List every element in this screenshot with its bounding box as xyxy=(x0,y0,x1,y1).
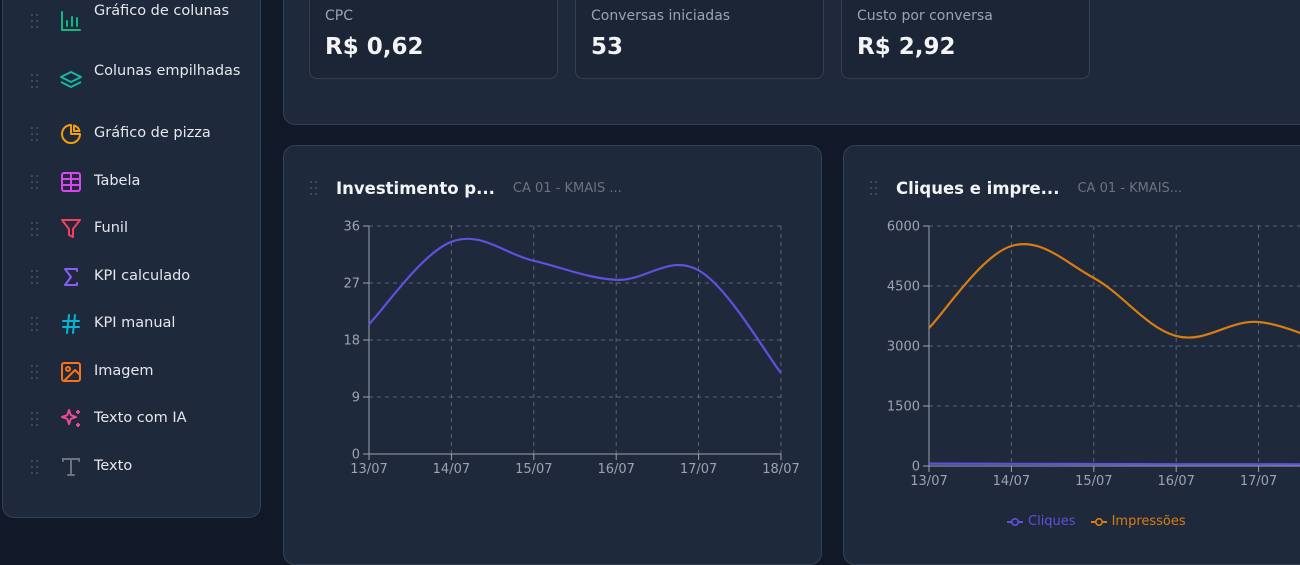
legend-label: Impressões xyxy=(1111,514,1186,529)
sidebar-item-layers[interactable]: Colunas empilhadas xyxy=(3,59,260,103)
cliques-impressoes-line-chart: 0 1500 3000 4500 6000 13/07 14/07 15/07 16/07 17/… xyxy=(887,220,1300,489)
kpi-card-cpc[interactable]: CPC R$ 0,62 xyxy=(309,0,558,79)
kpi-label: Conversas iniciadas xyxy=(591,8,731,24)
drag-handle-icon[interactable] xyxy=(31,74,41,88)
drag-handle-icon[interactable] xyxy=(31,14,41,28)
y-tick-label: 18 xyxy=(343,334,360,349)
kpi-panel: CPC R$ 0,62 Conversas iniciadas 53 Custo… xyxy=(283,0,1300,125)
chart-title: Cliques e impre... xyxy=(896,178,1060,198)
legend-item-impressões[interactable]: Impressões xyxy=(1090,514,1186,529)
x-tick-label: 13/07 xyxy=(910,474,947,489)
x-tick-label: 13/07 xyxy=(350,462,387,477)
table-icon xyxy=(58,169,84,195)
x-tick-label: 18/07 xyxy=(762,462,799,477)
sidebar-item-label: Imagem xyxy=(94,363,154,379)
sidebar-item-label: Funil xyxy=(94,220,128,236)
drag-handle-icon[interactable] xyxy=(31,412,41,426)
sidebar-item-hash[interactable]: KPI manual xyxy=(3,302,260,346)
x-tick-label: 16/07 xyxy=(1157,474,1194,489)
sidebar-item-label: KPI manual xyxy=(94,315,176,331)
y-tick-label: 36 xyxy=(343,220,360,235)
sigma-icon xyxy=(58,264,84,290)
drag-handle-icon[interactable] xyxy=(31,270,41,284)
hash-icon xyxy=(58,311,84,337)
y-tick-label: 6000 xyxy=(887,220,920,235)
legend-marker-icon xyxy=(1090,517,1107,526)
drag-handle-icon[interactable] xyxy=(31,460,41,474)
widget-palette-sidebar: Gráfico de colunas Colunas empilhadas Gr… xyxy=(2,0,261,518)
kpi-card-conversas[interactable]: Conversas iniciadas 53 xyxy=(575,0,824,79)
x-tick-label: 14/07 xyxy=(433,462,470,477)
series-line-0[interactable] xyxy=(368,237,782,374)
layers-icon xyxy=(58,68,84,94)
image-icon xyxy=(58,359,84,385)
x-tick-label: 17/07 xyxy=(680,462,717,477)
drag-handle-icon[interactable] xyxy=(310,181,320,195)
sidebar-item-sigma[interactable]: KPI calculado xyxy=(3,255,260,299)
sparkles-icon xyxy=(58,406,84,432)
sidebar-item-image[interactable]: Imagem xyxy=(3,350,260,394)
y-tick-label: 0 xyxy=(912,460,920,475)
sidebar-item-label: Tabela xyxy=(94,173,141,189)
sidebar-item-label: Texto com IA xyxy=(94,410,187,426)
drag-handle-icon[interactable] xyxy=(31,127,41,141)
series-line-impressões[interactable] xyxy=(928,243,1300,350)
pie-chart-icon xyxy=(58,121,84,147)
sidebar-item-label: Texto xyxy=(94,458,133,474)
sidebar-item-label: Colunas empilhadas xyxy=(94,63,241,79)
legend-item-cliques[interactable]: Cliques xyxy=(1006,514,1076,529)
sidebar-item-sparkles[interactable]: Texto com IA xyxy=(3,397,260,441)
kpi-value: R$ 2,92 xyxy=(857,34,956,60)
chart-subtitle: CA 01 - KMAIS... xyxy=(1077,180,1183,196)
drag-handle-icon[interactable] xyxy=(870,181,880,195)
chart-card-cliques-impressoes[interactable]: Cliques e impre... CA 01 - KMAIS... 0 150… xyxy=(843,145,1300,565)
sidebar-item-text[interactable]: Texto xyxy=(3,445,260,489)
chart-card-investimento[interactable]: Investimento p... CA 01 - KMAIS ... 0 9 18… xyxy=(283,145,822,565)
x-tick-label: 15/07 xyxy=(515,462,552,477)
y-tick-label: 3000 xyxy=(887,340,920,355)
drag-handle-icon[interactable] xyxy=(31,175,41,189)
series-line-cliques[interactable] xyxy=(928,462,1300,466)
sidebar-item-pie-chart[interactable]: Gráfico de pizza xyxy=(3,112,260,156)
kpi-value: R$ 0,62 xyxy=(325,34,424,60)
kpi-label: Custo por conversa xyxy=(857,8,993,24)
drag-handle-icon[interactable] xyxy=(31,317,41,331)
y-tick-label: 1500 xyxy=(887,400,920,415)
x-tick-label: 17/07 xyxy=(1240,474,1277,489)
kpi-label: CPC xyxy=(325,8,353,24)
drag-handle-icon[interactable] xyxy=(31,365,41,379)
legend-label: Cliques xyxy=(1028,514,1076,529)
bar-chart-icon xyxy=(58,8,84,34)
sidebar-item-label: Gráfico de pizza xyxy=(94,125,211,141)
chart-title: Investimento p... xyxy=(336,178,495,198)
legend-marker-icon xyxy=(1007,517,1023,526)
sidebar-item-label: Gráfico de colunas xyxy=(94,3,230,19)
sidebar-item-funnel[interactable]: Funil xyxy=(3,207,260,251)
x-tick-label: 15/07 xyxy=(1075,474,1112,489)
kpi-card-custo-conversa[interactable]: Custo por conversa R$ 2,92 xyxy=(841,0,1090,79)
sidebar-item-label: KPI calculado xyxy=(94,268,191,284)
y-tick-label: 27 xyxy=(343,277,360,292)
investimento-line-chart: 0 9 18 27 36 13/07 14/07 15/07 16/07 17/07 18/07 xyxy=(343,220,799,478)
chart-legend: Cliques Impressões xyxy=(1006,514,1200,529)
sidebar-item-bar-chart[interactable]: Gráfico de colunas xyxy=(3,0,260,43)
sidebar-item-table[interactable]: Tabela xyxy=(3,160,260,204)
y-tick-label: 0 xyxy=(352,448,360,463)
kpi-value: 53 xyxy=(591,34,624,60)
y-tick-label: 9 xyxy=(352,391,360,406)
chart-subtitle: CA 01 - KMAIS ... xyxy=(512,180,622,196)
x-tick-label: 14/07 xyxy=(993,474,1030,489)
y-tick-label: 4500 xyxy=(887,280,920,295)
funnel-icon xyxy=(58,216,84,242)
text-icon xyxy=(58,454,84,480)
drag-handle-icon[interactable] xyxy=(31,222,41,236)
x-tick-label: 16/07 xyxy=(597,462,634,477)
